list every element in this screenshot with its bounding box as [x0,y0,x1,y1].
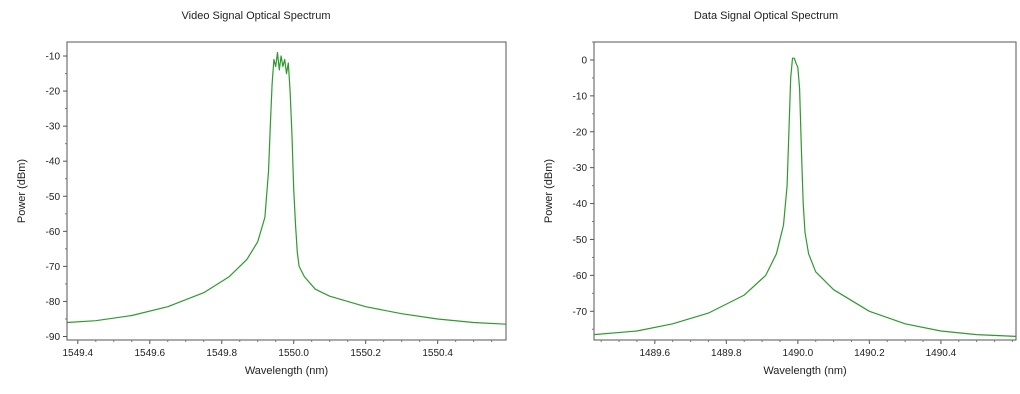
y-tick-label: -60 [46,227,61,238]
video-spectrum-chart: Video Signal Optical Spectrum -10 -20 -30-… [16,10,507,377]
y-tick-label: -30 [46,122,61,133]
chart-title: Video Signal Optical Spectrum [181,10,331,22]
chart-title: Data Signal Optical Spectrum [693,10,839,22]
data-spectrum-chart: Data Signal Optical Spectrum 0 -10 -20 -30 -… [512,0,1020,394]
y-tick-label: -10 [573,91,588,102]
y-tick-label: -10 [46,52,61,63]
y-axis-title: Power (dBm) [543,159,555,223]
x-tick-label: 1490.0 [783,348,814,359]
spectrum-line [66,51,507,325]
spectrum-line [593,57,1017,337]
x-tick-label: 1549.6 [134,348,165,359]
y-tick-label: -50 [46,192,61,203]
x-tick-label: 1549.8 [206,348,237,359]
plot-frame [593,41,1017,341]
y-tick-label: -60 [573,271,588,282]
data-spectrum-plot: 0 -10 -20 -30 -40 -50 -60 -70 1489.6 1489.8 1490.0… [543,41,1017,377]
y-tick-label: -30 [573,163,588,174]
y-tick-label: -40 [573,199,588,210]
x-axis-title: Wavelength (nm) [763,365,846,377]
y-tick-label: -70 [46,262,61,273]
y-tick-label: -20 [46,87,61,98]
x-tick-label: 1550.0 [278,348,309,359]
y-tick-label: -80 [46,297,61,308]
y-tick-label: -70 [573,307,588,318]
x-axis-title: Wavelength (nm) [245,365,328,377]
y-axis-title: Power (dBm) [16,159,28,223]
x-tick-label: 1550.4 [422,348,453,359]
x-tick-label: 1550.2 [350,348,381,359]
y-tick-label: -40 [46,157,61,168]
x-tick-label: 1489.6 [639,348,670,359]
y-tick-label: -50 [573,235,588,246]
x-tick-label: 1489.8 [711,348,742,359]
plot-frame [66,41,507,341]
x-tick-label: 1490.2 [854,348,885,359]
x-tick-label: 1490.4 [926,348,957,359]
y-tick-label: 0 [581,55,587,66]
y-tick-label: -20 [573,127,588,138]
x-tick-label: 1549.4 [62,348,93,359]
y-tick-label: -90 [46,332,61,343]
